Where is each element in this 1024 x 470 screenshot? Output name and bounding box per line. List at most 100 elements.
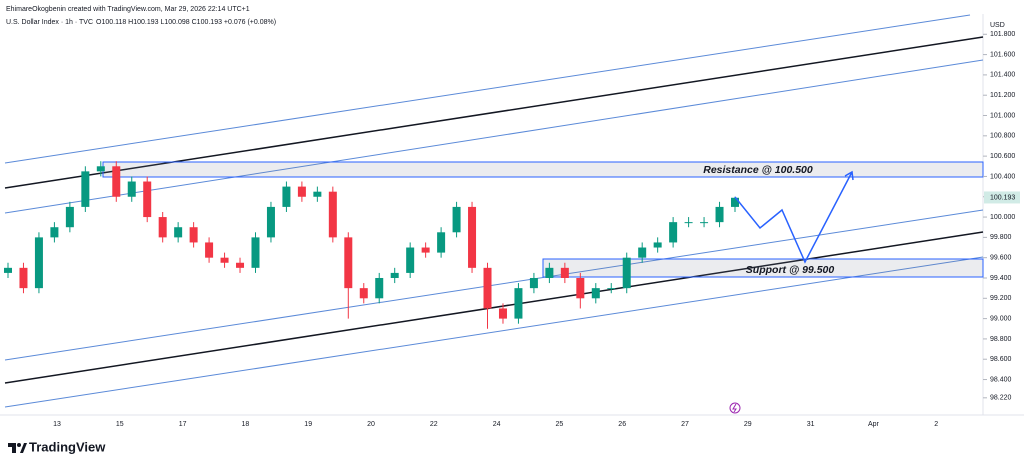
x-tick-label: 20 — [367, 421, 375, 428]
channel-line — [4, 231, 984, 384]
candle-body — [205, 242, 214, 258]
candle-body — [266, 206, 275, 238]
candle-body — [452, 206, 461, 233]
x-tick-label: 27 — [681, 421, 689, 428]
y-tick-label: 100.000 — [990, 214, 1015, 221]
projection-path — [734, 171, 853, 264]
y-tick-label: 101.000 — [990, 112, 1015, 119]
candle-body — [50, 227, 59, 238]
resistance-label: Resistance @ 100.500 — [703, 164, 813, 176]
candle-body — [34, 237, 43, 289]
symbol: U.S. Dollar Index · 1h · TVC — [6, 19, 93, 26]
x-tick-label: 31 — [807, 421, 815, 428]
y-tick-label: 100.600 — [990, 153, 1015, 160]
candle-body — [653, 242, 662, 248]
projection-arrow — [844, 170, 854, 181]
candle-body — [622, 257, 631, 289]
support-label: Support @ 99.500 — [746, 264, 835, 276]
x-tick-label: Apr — [868, 421, 880, 428]
y-tick-label: 98.600 — [990, 356, 1012, 363]
currency: USD — [990, 22, 1005, 29]
candle-body — [514, 288, 523, 319]
channel-line — [4, 36, 984, 189]
candle-body — [545, 267, 554, 278]
candle-body — [297, 186, 306, 197]
candle-body — [189, 227, 198, 243]
brand: TradingView — [29, 439, 106, 454]
candle-body — [483, 267, 492, 309]
candle-body — [344, 237, 353, 289]
x-tick-label: 15 — [116, 421, 124, 428]
candle-body — [498, 308, 507, 319]
y-tick-label: 99.000 — [990, 315, 1012, 322]
candle-body — [282, 186, 291, 207]
candle-body — [406, 247, 415, 273]
candle-body — [220, 257, 229, 263]
x-tick-label: 13 — [53, 421, 61, 428]
x-tick-label: 2 — [934, 421, 938, 428]
candle-body — [174, 227, 183, 238]
y-tick-label: 101.600 — [990, 51, 1015, 58]
candle-body — [638, 247, 647, 258]
x-tick-label: 24 — [493, 421, 501, 428]
event-icon-bolt — [732, 403, 737, 413]
candle-body — [19, 267, 28, 289]
y-tick-label: 100.800 — [990, 133, 1015, 140]
y-tick-label: 100.400 — [990, 173, 1015, 180]
credit: EhimareOkogbenin created with TradingVie… — [6, 6, 250, 13]
event-icon[interactable] — [729, 402, 741, 414]
candle-body — [529, 277, 538, 289]
candle-body — [313, 191, 322, 197]
candle-body — [81, 171, 90, 207]
channel-line — [4, 59, 984, 214]
x-tick-label: 29 — [744, 421, 752, 428]
logo-mark — [17, 443, 21, 447]
x-tick-label: 26 — [618, 421, 626, 428]
last-price-label: 100.193 — [990, 194, 1015, 201]
candle-body — [560, 267, 569, 278]
ohlc: O100.118 H100.193 L100.098 C100.193 +0.0… — [96, 19, 276, 26]
candle-body — [375, 277, 384, 299]
candle-body — [591, 288, 600, 299]
candle-body — [236, 262, 245, 268]
candles — [4, 161, 739, 329]
channel-line — [4, 209, 984, 361]
candle-body — [576, 277, 585, 299]
logo-mark — [12, 443, 16, 453]
x-tick-label: 19 — [304, 421, 312, 428]
candle-body — [127, 181, 136, 197]
candle-body — [669, 222, 678, 243]
y-tick-label: 99.600 — [990, 255, 1012, 262]
candle-body — [390, 272, 399, 278]
candle-body — [328, 191, 337, 238]
x-tick-label: 18 — [242, 421, 250, 428]
y-tick-label: 99.200 — [990, 295, 1012, 302]
candle-body — [700, 222, 709, 224]
y-tick-label: 99.400 — [990, 275, 1012, 282]
channel-line — [4, 14, 971, 164]
last-price-tag — [984, 191, 1020, 204]
channel-line — [4, 256, 984, 408]
candle-body — [421, 247, 430, 253]
y-tick-label: 101.800 — [990, 31, 1015, 38]
x-tick-label: 17 — [179, 421, 187, 428]
candle-body — [4, 267, 12, 273]
candle-body — [96, 166, 105, 172]
support-zone — [542, 258, 984, 278]
candle-body — [143, 181, 152, 218]
candle-body — [468, 206, 477, 268]
y-tick-label: 98.220 — [990, 395, 1012, 402]
candle-body — [684, 222, 693, 224]
y-tick-label: 99.800 — [990, 234, 1012, 241]
logo: TradingView — [8, 439, 106, 454]
x-tick-label: 22 — [430, 421, 438, 428]
candle-body — [112, 166, 121, 197]
candle-body — [359, 288, 368, 299]
y-tick-label: 98.800 — [990, 336, 1012, 343]
candle-body — [251, 237, 260, 268]
logo-mark — [20, 443, 27, 453]
candle-body — [158, 217, 167, 238]
candle-body — [607, 288, 616, 290]
